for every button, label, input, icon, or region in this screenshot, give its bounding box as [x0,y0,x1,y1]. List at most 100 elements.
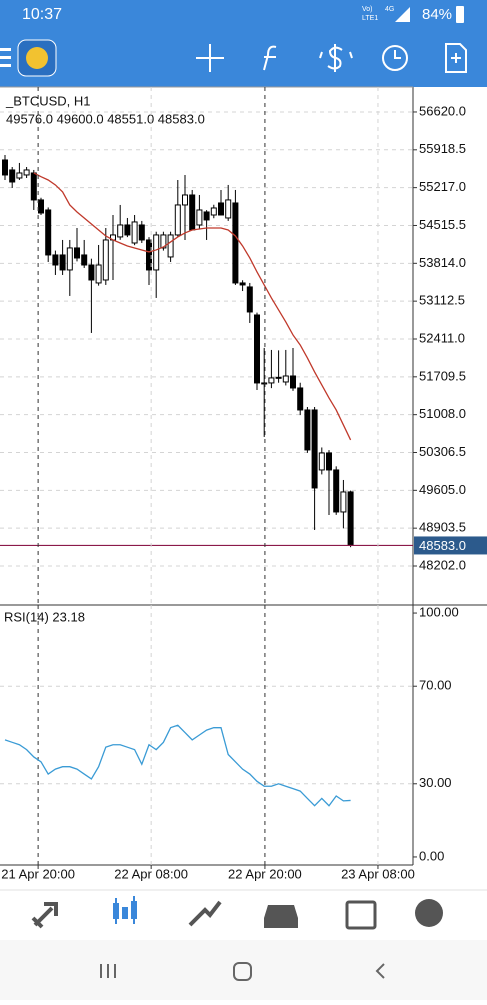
y-tick-label: 54515.5 [419,217,466,232]
status-network: 4G [385,6,394,13]
y-tick-label: 51709.5 [419,368,466,383]
home-button[interactable] [233,962,252,981]
y-tick-label: 49605.0 [419,482,466,497]
candle-body [246,286,253,313]
chart-title: _BTCUSD, H1 [5,93,91,108]
candle-body [254,314,260,384]
candle-body [196,209,203,226]
x-tick-label: 21 Apr 20:00 [1,866,75,881]
y-tick-label: 30.00 [419,775,452,790]
candle-body [52,254,59,266]
y-tick-label: 70.00 [419,678,452,693]
y-tick-label: 48202.0 [419,557,466,572]
x-tick-label: 22 Apr 20:00 [228,866,302,881]
y-tick-label: 100.00 [419,604,459,619]
candle-body [23,169,30,176]
trade-tab[interactable] [188,900,222,927]
candle-body [45,209,52,256]
ohlc-text: 49576.0 49600.0 48551.0 48583.0 [6,111,205,126]
status-battery: 84% [422,6,452,23]
candle-body [275,376,282,379]
news-tab[interactable] [345,900,377,930]
candle-body [81,254,88,266]
candle-body [16,172,23,179]
candle-body [218,202,224,216]
candle-body [146,239,152,271]
messages-tab[interactable] [415,899,443,927]
back-button[interactable] [375,963,385,979]
candle-body [153,234,160,271]
y-tick-label: 52411.0 [419,330,465,345]
candle-body [66,247,73,271]
candle-body [9,169,16,183]
candle-body [74,247,80,259]
header-bg [0,0,487,87]
crosshair-button[interactable] [196,44,224,72]
candle-body [268,377,275,384]
candle-body [59,254,66,271]
candle-body [174,204,181,236]
candle-body [2,159,8,176]
candle-body [290,375,296,389]
indicators-button[interactable] [263,45,277,71]
y-tick-label: 51008.0 [419,406,466,421]
y-tick-label: 50306.5 [419,444,466,459]
new-order-button[interactable] [445,43,467,73]
trade-button[interactable] [319,44,353,72]
status-network: Vo) [362,6,373,13]
candle-body [30,172,37,201]
price-label: 48583.0 [419,538,466,553]
candle-body [210,207,217,216]
candle-body [38,199,44,214]
period-button[interactable] [382,45,408,71]
candle-body [239,282,246,286]
candle-body [124,224,131,236]
candle-body [232,202,239,284]
candle-body [203,211,210,221]
y-tick-label: 55217.0 [419,179,466,194]
candle-body [167,234,174,258]
candle-body [340,491,347,513]
candle-body [88,264,95,281]
candle-body [189,194,196,231]
candle-body [326,452,332,471]
chart-tab[interactable] [113,896,137,924]
moving-average [33,172,352,441]
price-label-bg [414,536,487,555]
x-tick-label: 22 Apr 08:00 [114,866,188,881]
y-tick-label: 48903.5 [419,520,466,535]
status-network: LTE1 [362,15,378,22]
y-tick-label: 53112.5 [419,293,465,308]
candle-body [333,469,340,513]
rsi-title: RSI(14) 23.18 [4,609,85,624]
signal-icon [395,7,410,22]
y-tick-label: 55918.5 [419,141,466,156]
candle-body [311,409,318,489]
candle-body [261,382,268,385]
y-tick-label: 53814.0 [419,255,466,270]
x-tick-label: 23 Apr 08:00 [341,866,415,881]
y-tick-label: 0.00 [419,848,444,863]
quotes-tab[interactable] [31,902,58,929]
rsi-line [4,724,351,807]
candle-body [347,491,354,546]
recents-button[interactable] [100,964,116,978]
candle-body [138,224,145,241]
candle-body [131,221,138,244]
candle-body [297,387,304,411]
candle-body [160,234,167,249]
candle-body [102,239,109,281]
app-logo-mark [26,47,48,69]
system-nav [0,940,487,1000]
candle-body [182,194,188,206]
candle-body [282,375,289,383]
battery-icon [456,6,464,23]
candle-body [95,264,102,284]
history-tab[interactable] [264,905,298,928]
candle-body [304,409,311,451]
menu-button[interactable] [0,48,11,67]
candle-body [225,199,232,219]
candle-body [117,224,124,238]
